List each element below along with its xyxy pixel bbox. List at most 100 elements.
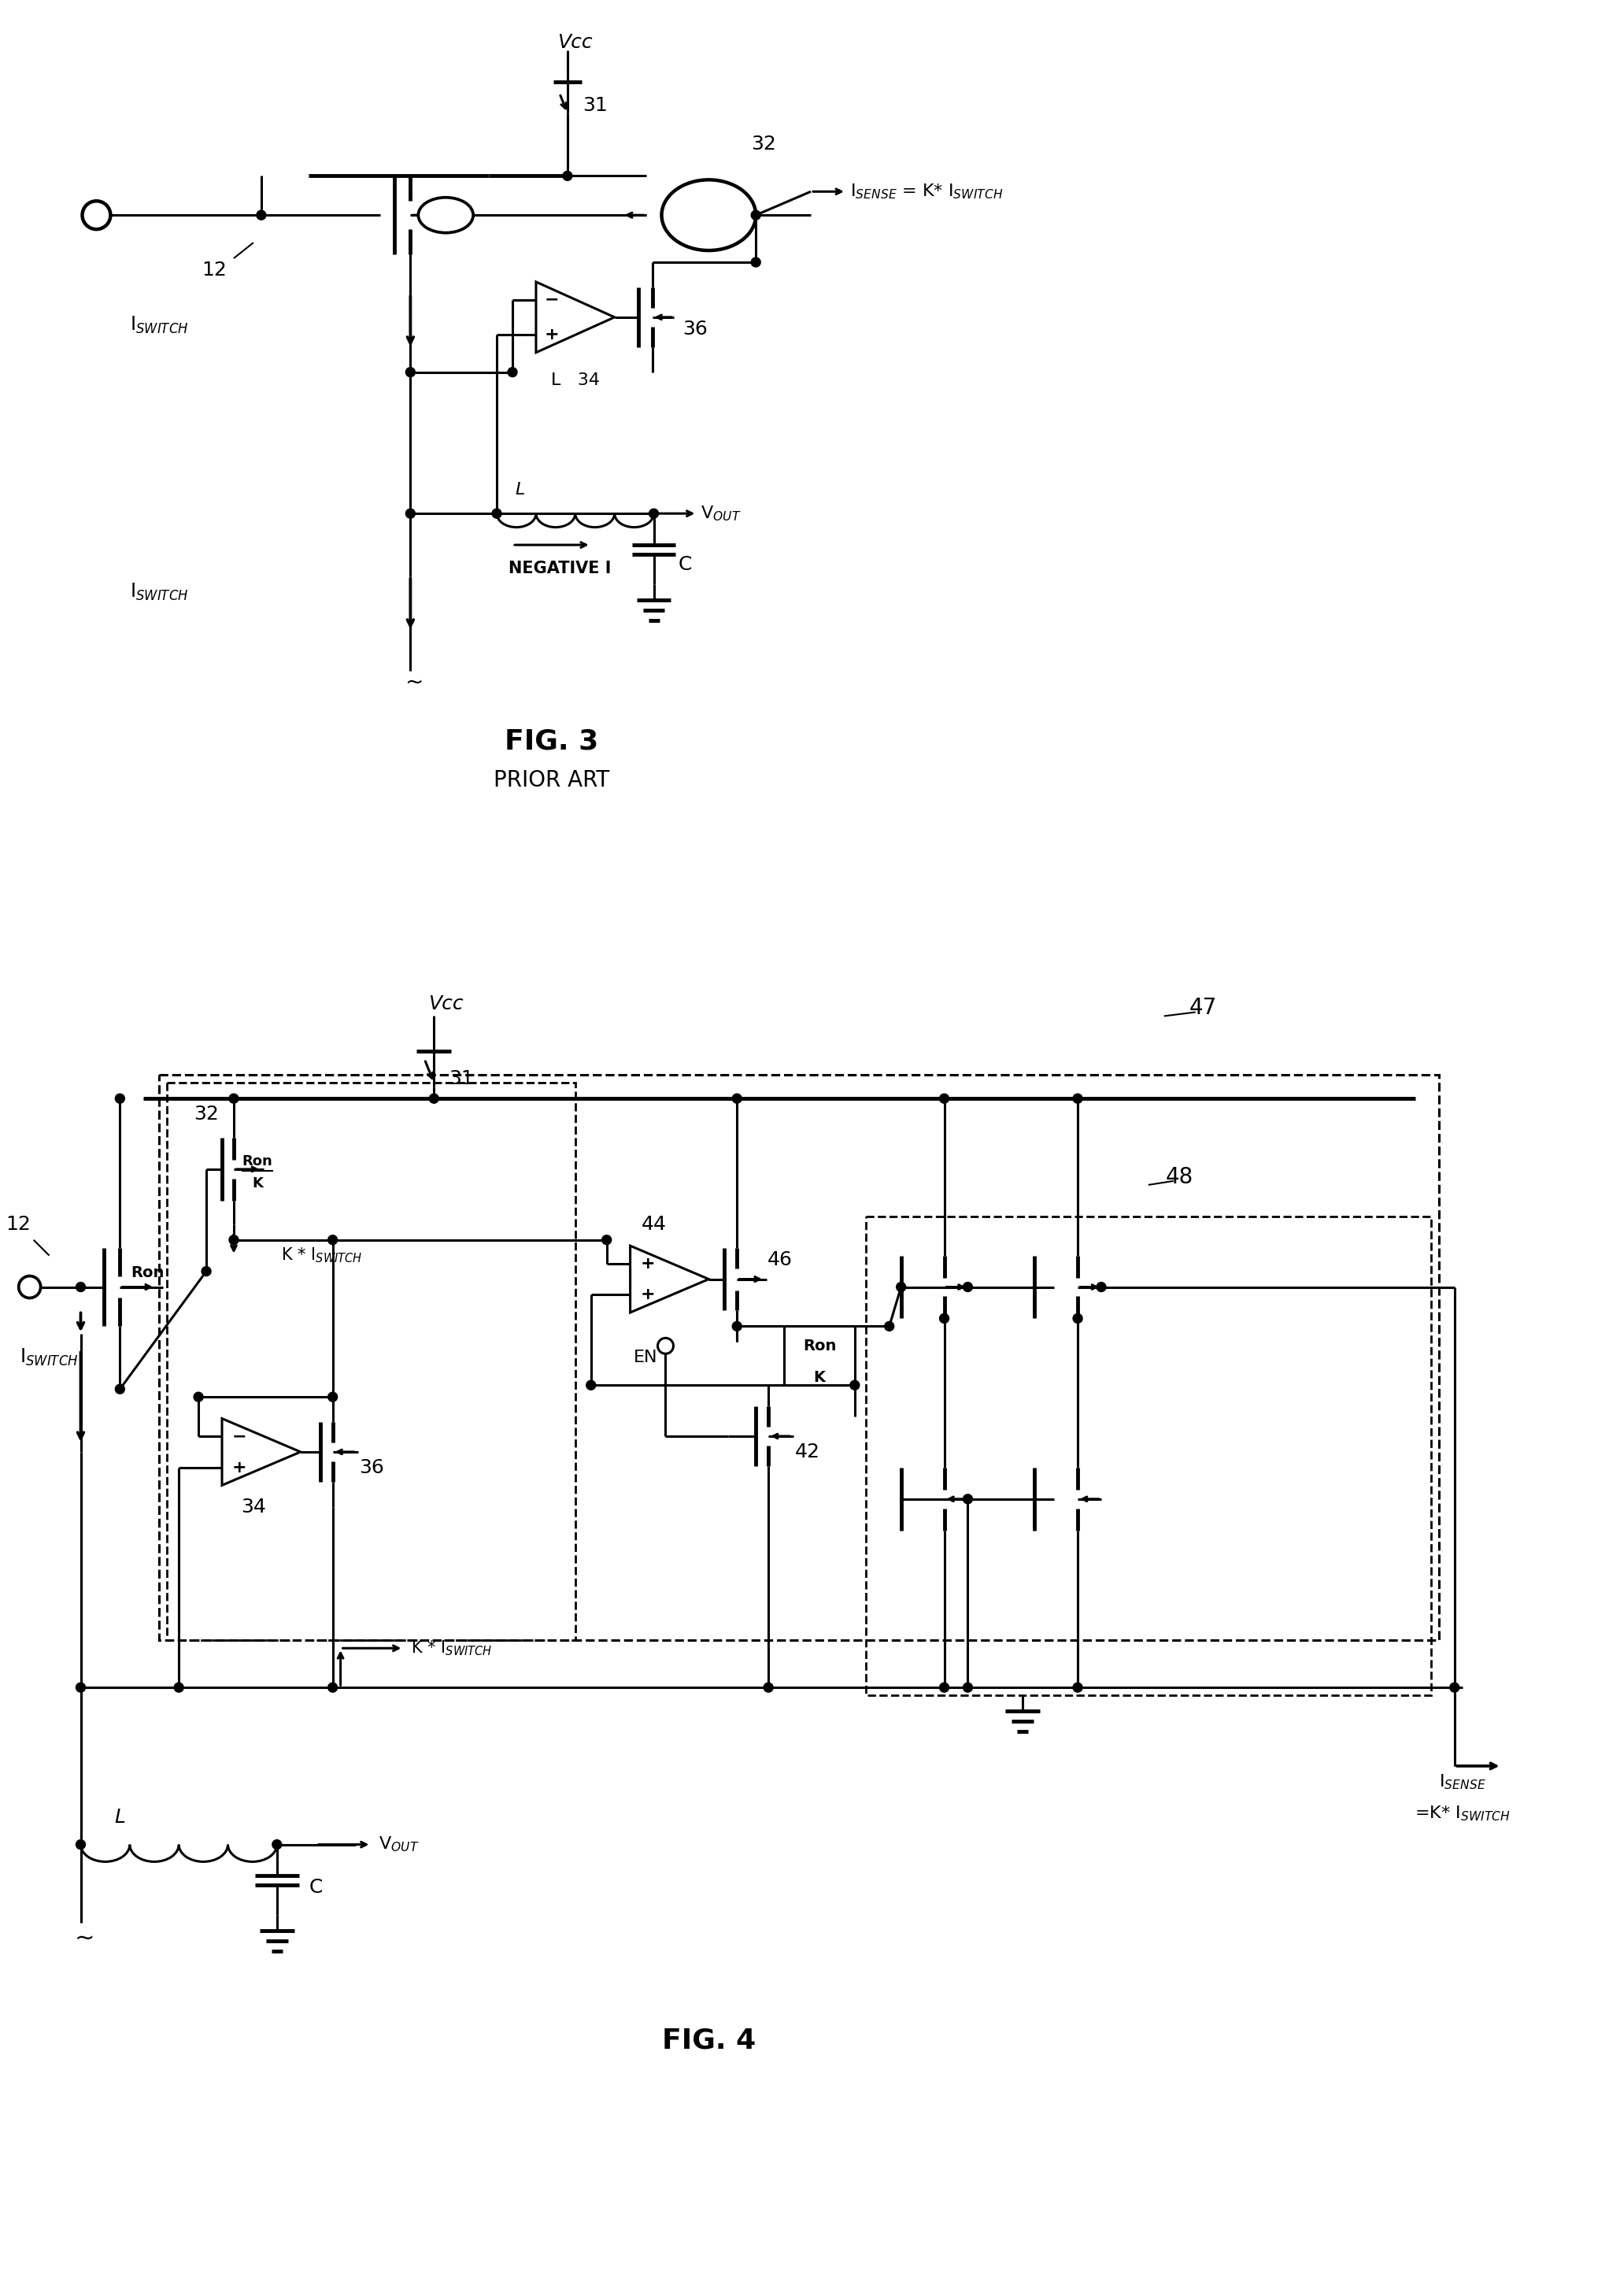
Bar: [159, 1075, 1439, 1639]
Text: 36: 36: [360, 1458, 384, 1476]
Circle shape: [492, 510, 502, 519]
Text: +: +: [640, 1256, 654, 1272]
Text: V$_{OUT}$: V$_{OUT}$: [379, 1835, 420, 1853]
Text: L: L: [515, 482, 525, 498]
Text: 31: 31: [583, 96, 608, 115]
Text: K: K: [703, 225, 714, 239]
Text: 12: 12: [5, 1215, 31, 1233]
Circle shape: [732, 1322, 742, 1332]
Text: 42: 42: [795, 1442, 820, 1460]
Text: K * I$_{SWITCH}$: K * I$_{SWITCH}$: [411, 1639, 492, 1658]
Text: Vcc: Vcc: [428, 994, 463, 1015]
Circle shape: [115, 1093, 125, 1104]
Circle shape: [586, 1380, 596, 1389]
Ellipse shape: [418, 197, 473, 232]
Text: 31: 31: [449, 1070, 475, 1088]
Text: RON: RON: [690, 197, 727, 214]
Text: I$_{SWITCH}$: I$_{SWITCH}$: [19, 1348, 79, 1368]
Circle shape: [173, 1683, 183, 1692]
Circle shape: [507, 367, 517, 377]
Text: ~: ~: [405, 670, 423, 693]
Text: I$_{SENSE}$ = K* I$_{SWITCH}$: I$_{SENSE}$ = K* I$_{SWITCH}$: [851, 181, 1003, 200]
Text: FIG. 3: FIG. 3: [505, 728, 599, 755]
Circle shape: [940, 1313, 949, 1322]
Circle shape: [752, 257, 760, 266]
Circle shape: [194, 1391, 202, 1401]
Circle shape: [1072, 1683, 1082, 1692]
Text: C: C: [679, 556, 692, 574]
Polygon shape: [630, 1247, 708, 1313]
Text: L   34: L 34: [551, 372, 599, 388]
Text: −: −: [232, 1428, 246, 1444]
Text: I$_{SWITCH}$: I$_{SWITCH}$: [130, 581, 188, 602]
Text: C: C: [309, 1878, 322, 1896]
Text: I$_{SWITCH}$: I$_{SWITCH}$: [130, 315, 188, 335]
Text: I$_{SENSE}$: I$_{SENSE}$: [1439, 1773, 1486, 1791]
Circle shape: [228, 1235, 238, 1244]
Text: +: +: [640, 1288, 654, 1302]
Text: 47: 47: [1189, 996, 1217, 1019]
Text: +: +: [544, 326, 559, 342]
Circle shape: [562, 172, 572, 181]
Text: 46: 46: [768, 1249, 792, 1270]
Circle shape: [962, 1281, 972, 1293]
Text: 48: 48: [1166, 1166, 1194, 1187]
Circle shape: [115, 1384, 125, 1394]
Circle shape: [885, 1322, 894, 1332]
Text: =K* I$_{SWITCH}$: =K* I$_{SWITCH}$: [1414, 1805, 1510, 1823]
Circle shape: [763, 1683, 773, 1692]
Bar: [865, 1217, 1430, 1694]
Circle shape: [1072, 1313, 1082, 1322]
Circle shape: [650, 510, 658, 519]
Circle shape: [732, 1093, 742, 1104]
Circle shape: [76, 1839, 86, 1848]
Circle shape: [940, 1093, 949, 1104]
Circle shape: [896, 1281, 906, 1293]
Text: K: K: [813, 1371, 825, 1384]
Text: Ron: Ron: [131, 1265, 164, 1281]
Text: K: K: [251, 1176, 262, 1189]
Text: K * I$_{SWITCH}$: K * I$_{SWITCH}$: [280, 1247, 363, 1265]
Bar: [167, 1084, 575, 1639]
Text: −: −: [544, 292, 559, 308]
Circle shape: [940, 1683, 949, 1692]
Circle shape: [851, 1380, 860, 1389]
Text: FIG. 4: FIG. 4: [663, 2027, 755, 2055]
Ellipse shape: [661, 179, 757, 250]
Circle shape: [405, 510, 415, 519]
Text: 34: 34: [241, 1497, 266, 1515]
Circle shape: [1097, 1281, 1106, 1293]
Text: NEGATIVE I: NEGATIVE I: [509, 560, 611, 576]
Text: 12: 12: [201, 262, 227, 280]
Circle shape: [256, 211, 266, 220]
Circle shape: [327, 1235, 337, 1244]
Text: PRIOR ART: PRIOR ART: [494, 769, 609, 792]
Text: Ron: Ron: [804, 1339, 836, 1352]
Circle shape: [76, 1281, 86, 1293]
Circle shape: [603, 1235, 611, 1244]
Circle shape: [76, 1683, 86, 1692]
Circle shape: [1450, 1683, 1460, 1692]
Circle shape: [201, 1267, 211, 1277]
Text: 32: 32: [752, 135, 776, 154]
Circle shape: [405, 367, 415, 377]
Text: ~: ~: [75, 1926, 94, 1949]
Circle shape: [327, 1391, 337, 1401]
Circle shape: [1072, 1093, 1082, 1104]
Text: Vcc: Vcc: [557, 32, 593, 53]
Circle shape: [327, 1683, 337, 1692]
Text: 32: 32: [194, 1104, 219, 1123]
Text: L: L: [115, 1807, 125, 1828]
Text: 44: 44: [642, 1215, 666, 1233]
Circle shape: [429, 1093, 439, 1104]
Text: EN: EN: [633, 1350, 658, 1366]
Text: Ron: Ron: [241, 1155, 272, 1169]
Text: RON: RON: [428, 207, 465, 223]
Bar: [784, 1327, 855, 1384]
Polygon shape: [536, 282, 614, 354]
Text: V$_{OUT}$: V$_{OUT}$: [701, 505, 742, 523]
Circle shape: [962, 1683, 972, 1692]
Circle shape: [228, 1093, 238, 1104]
Circle shape: [752, 211, 760, 220]
Circle shape: [272, 1839, 282, 1848]
